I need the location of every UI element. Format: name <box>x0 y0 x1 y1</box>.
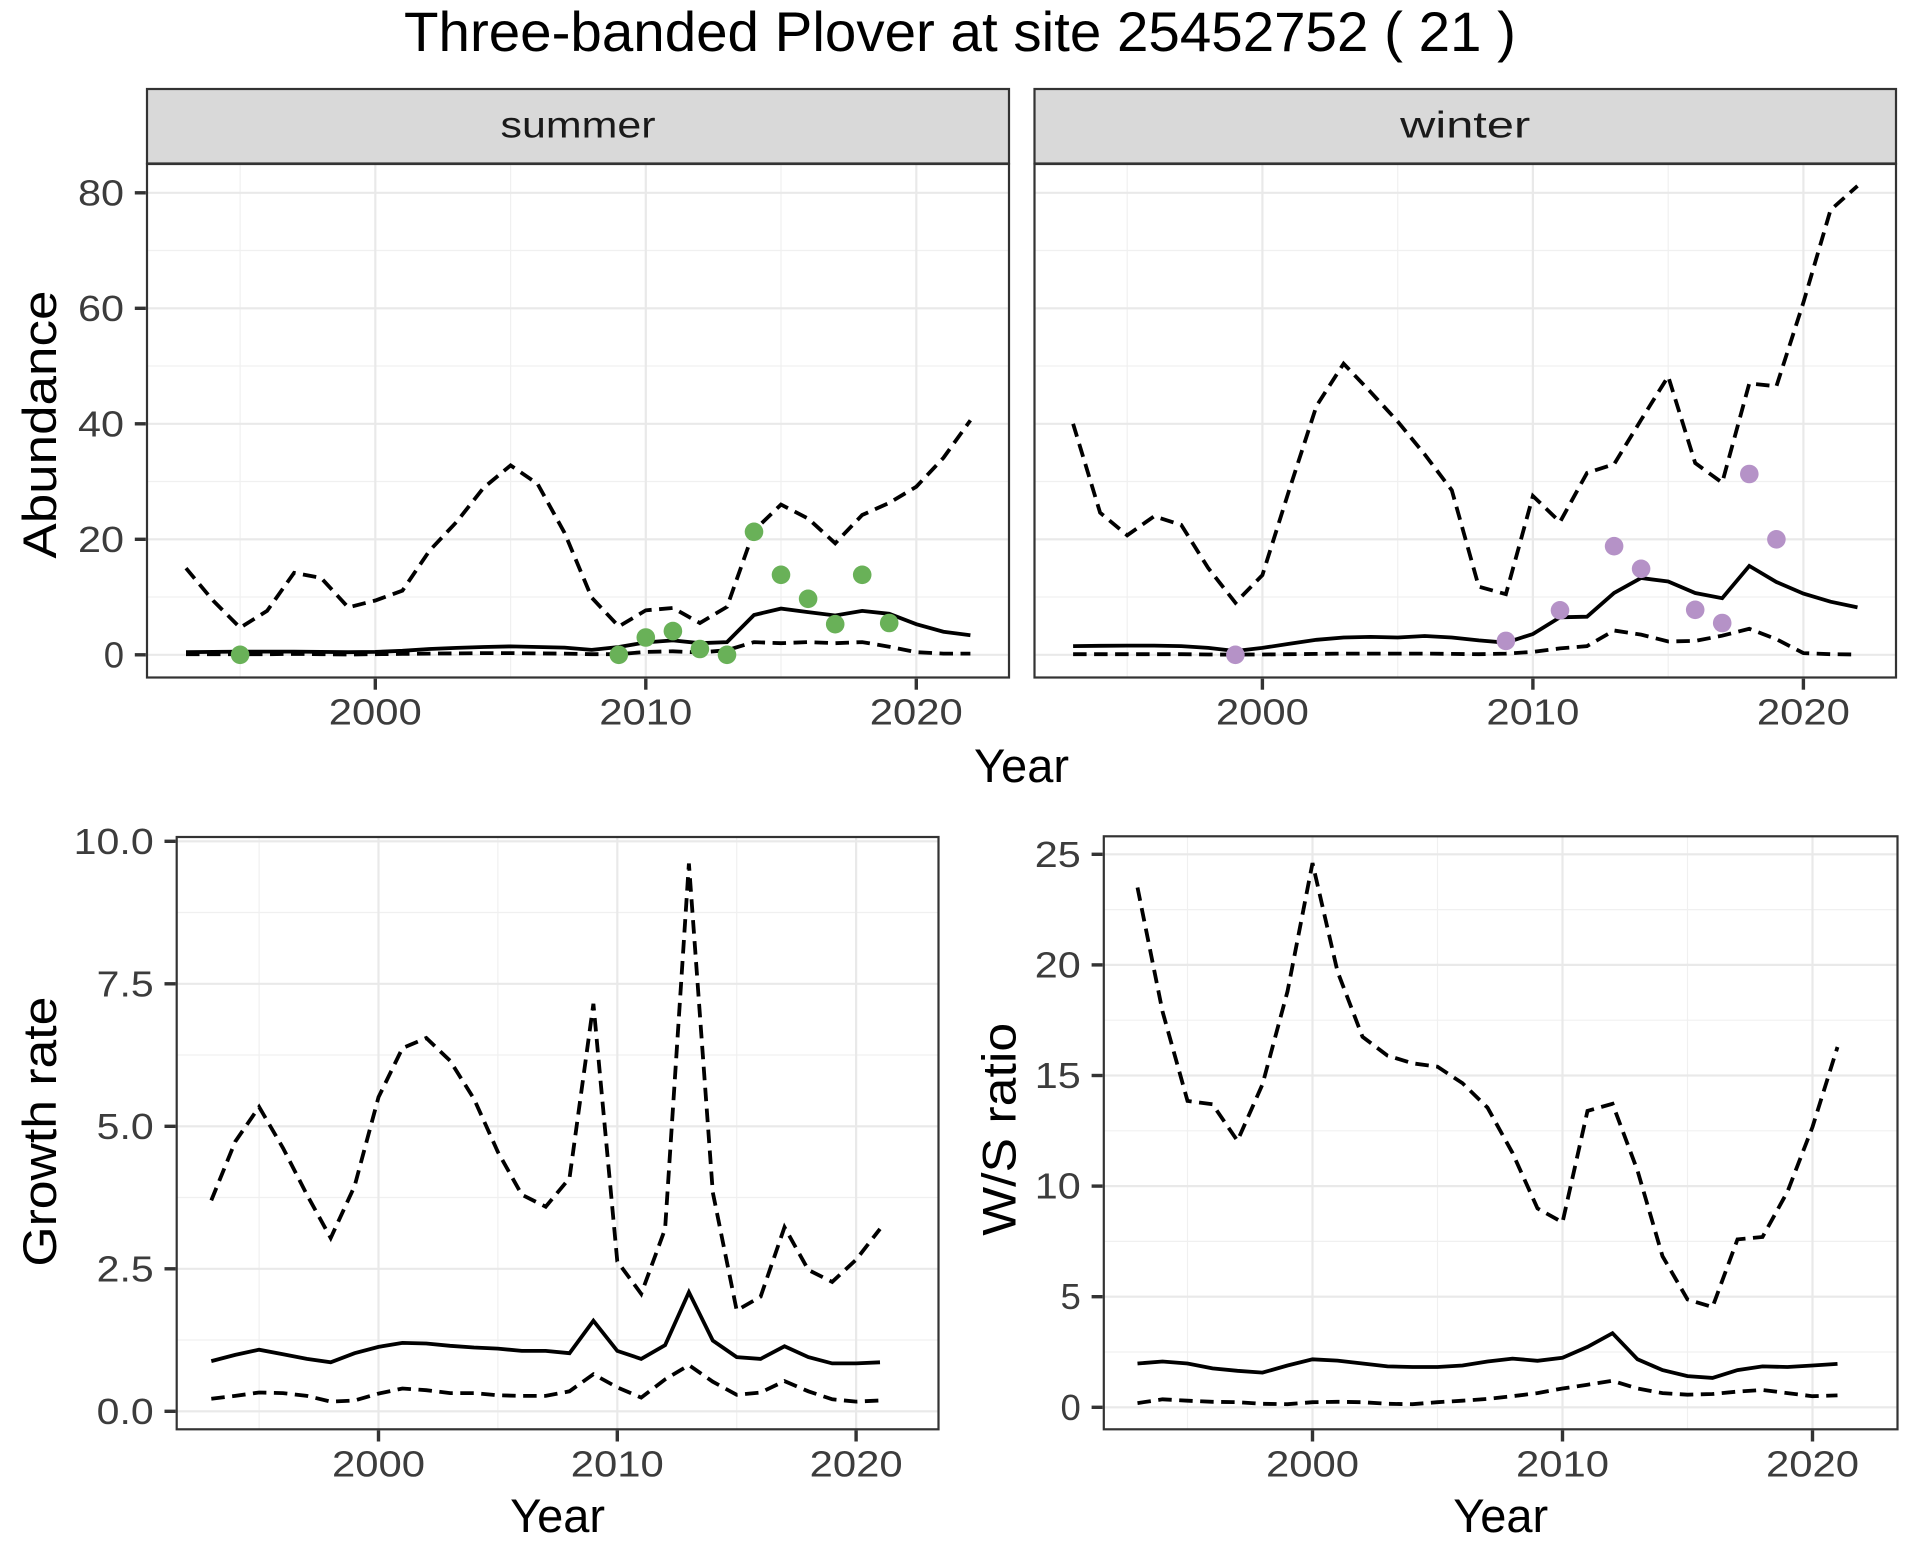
svg-text:Growth rate: Growth rate <box>13 997 66 1267</box>
svg-text:2000: 2000 <box>1266 1443 1359 1484</box>
svg-text:Year: Year <box>1453 1489 1548 1542</box>
svg-text:5: 5 <box>1060 1276 1080 1317</box>
svg-text:winter: winter <box>1399 105 1530 146</box>
svg-text:2.5: 2.5 <box>97 1248 154 1289</box>
svg-text:2010: 2010 <box>571 1443 664 1484</box>
svg-text:Year: Year <box>510 1489 605 1542</box>
svg-text:2010: 2010 <box>1516 1443 1609 1484</box>
svg-text:2000: 2000 <box>332 1443 425 1484</box>
svg-text:20: 20 <box>1035 944 1081 985</box>
svg-text:2020: 2020 <box>1757 692 1850 733</box>
svg-text:Year: Year <box>974 739 1069 792</box>
svg-text:15: 15 <box>1035 1055 1081 1096</box>
svg-text:W/S ratio: W/S ratio <box>973 1023 1026 1236</box>
svg-text:Three-banded Plover at site 25: Three-banded Plover at site 25452752 ( 2… <box>404 0 1516 63</box>
svg-text:2020: 2020 <box>1766 1443 1859 1484</box>
svg-text:10.0: 10.0 <box>74 821 154 862</box>
svg-text:summer: summer <box>501 105 656 146</box>
svg-text:20: 20 <box>78 519 124 560</box>
svg-text:25: 25 <box>1035 834 1081 875</box>
svg-text:5.0: 5.0 <box>97 1106 154 1147</box>
svg-text:60: 60 <box>78 288 124 329</box>
svg-text:80: 80 <box>78 172 124 213</box>
svg-text:2010: 2010 <box>599 692 692 733</box>
svg-text:0: 0 <box>1060 1387 1080 1428</box>
svg-text:2000: 2000 <box>329 692 422 733</box>
svg-text:10: 10 <box>1035 1166 1081 1207</box>
svg-text:2020: 2020 <box>810 1443 903 1484</box>
svg-text:2020: 2020 <box>870 692 963 733</box>
svg-text:40: 40 <box>78 403 124 444</box>
svg-text:0.0: 0.0 <box>97 1391 154 1432</box>
svg-text:7.5: 7.5 <box>97 963 154 1004</box>
svg-text:0: 0 <box>104 634 124 675</box>
svg-text:Abundance: Abundance <box>13 291 66 559</box>
svg-text:2000: 2000 <box>1216 692 1309 733</box>
svg-text:2010: 2010 <box>1486 692 1579 733</box>
